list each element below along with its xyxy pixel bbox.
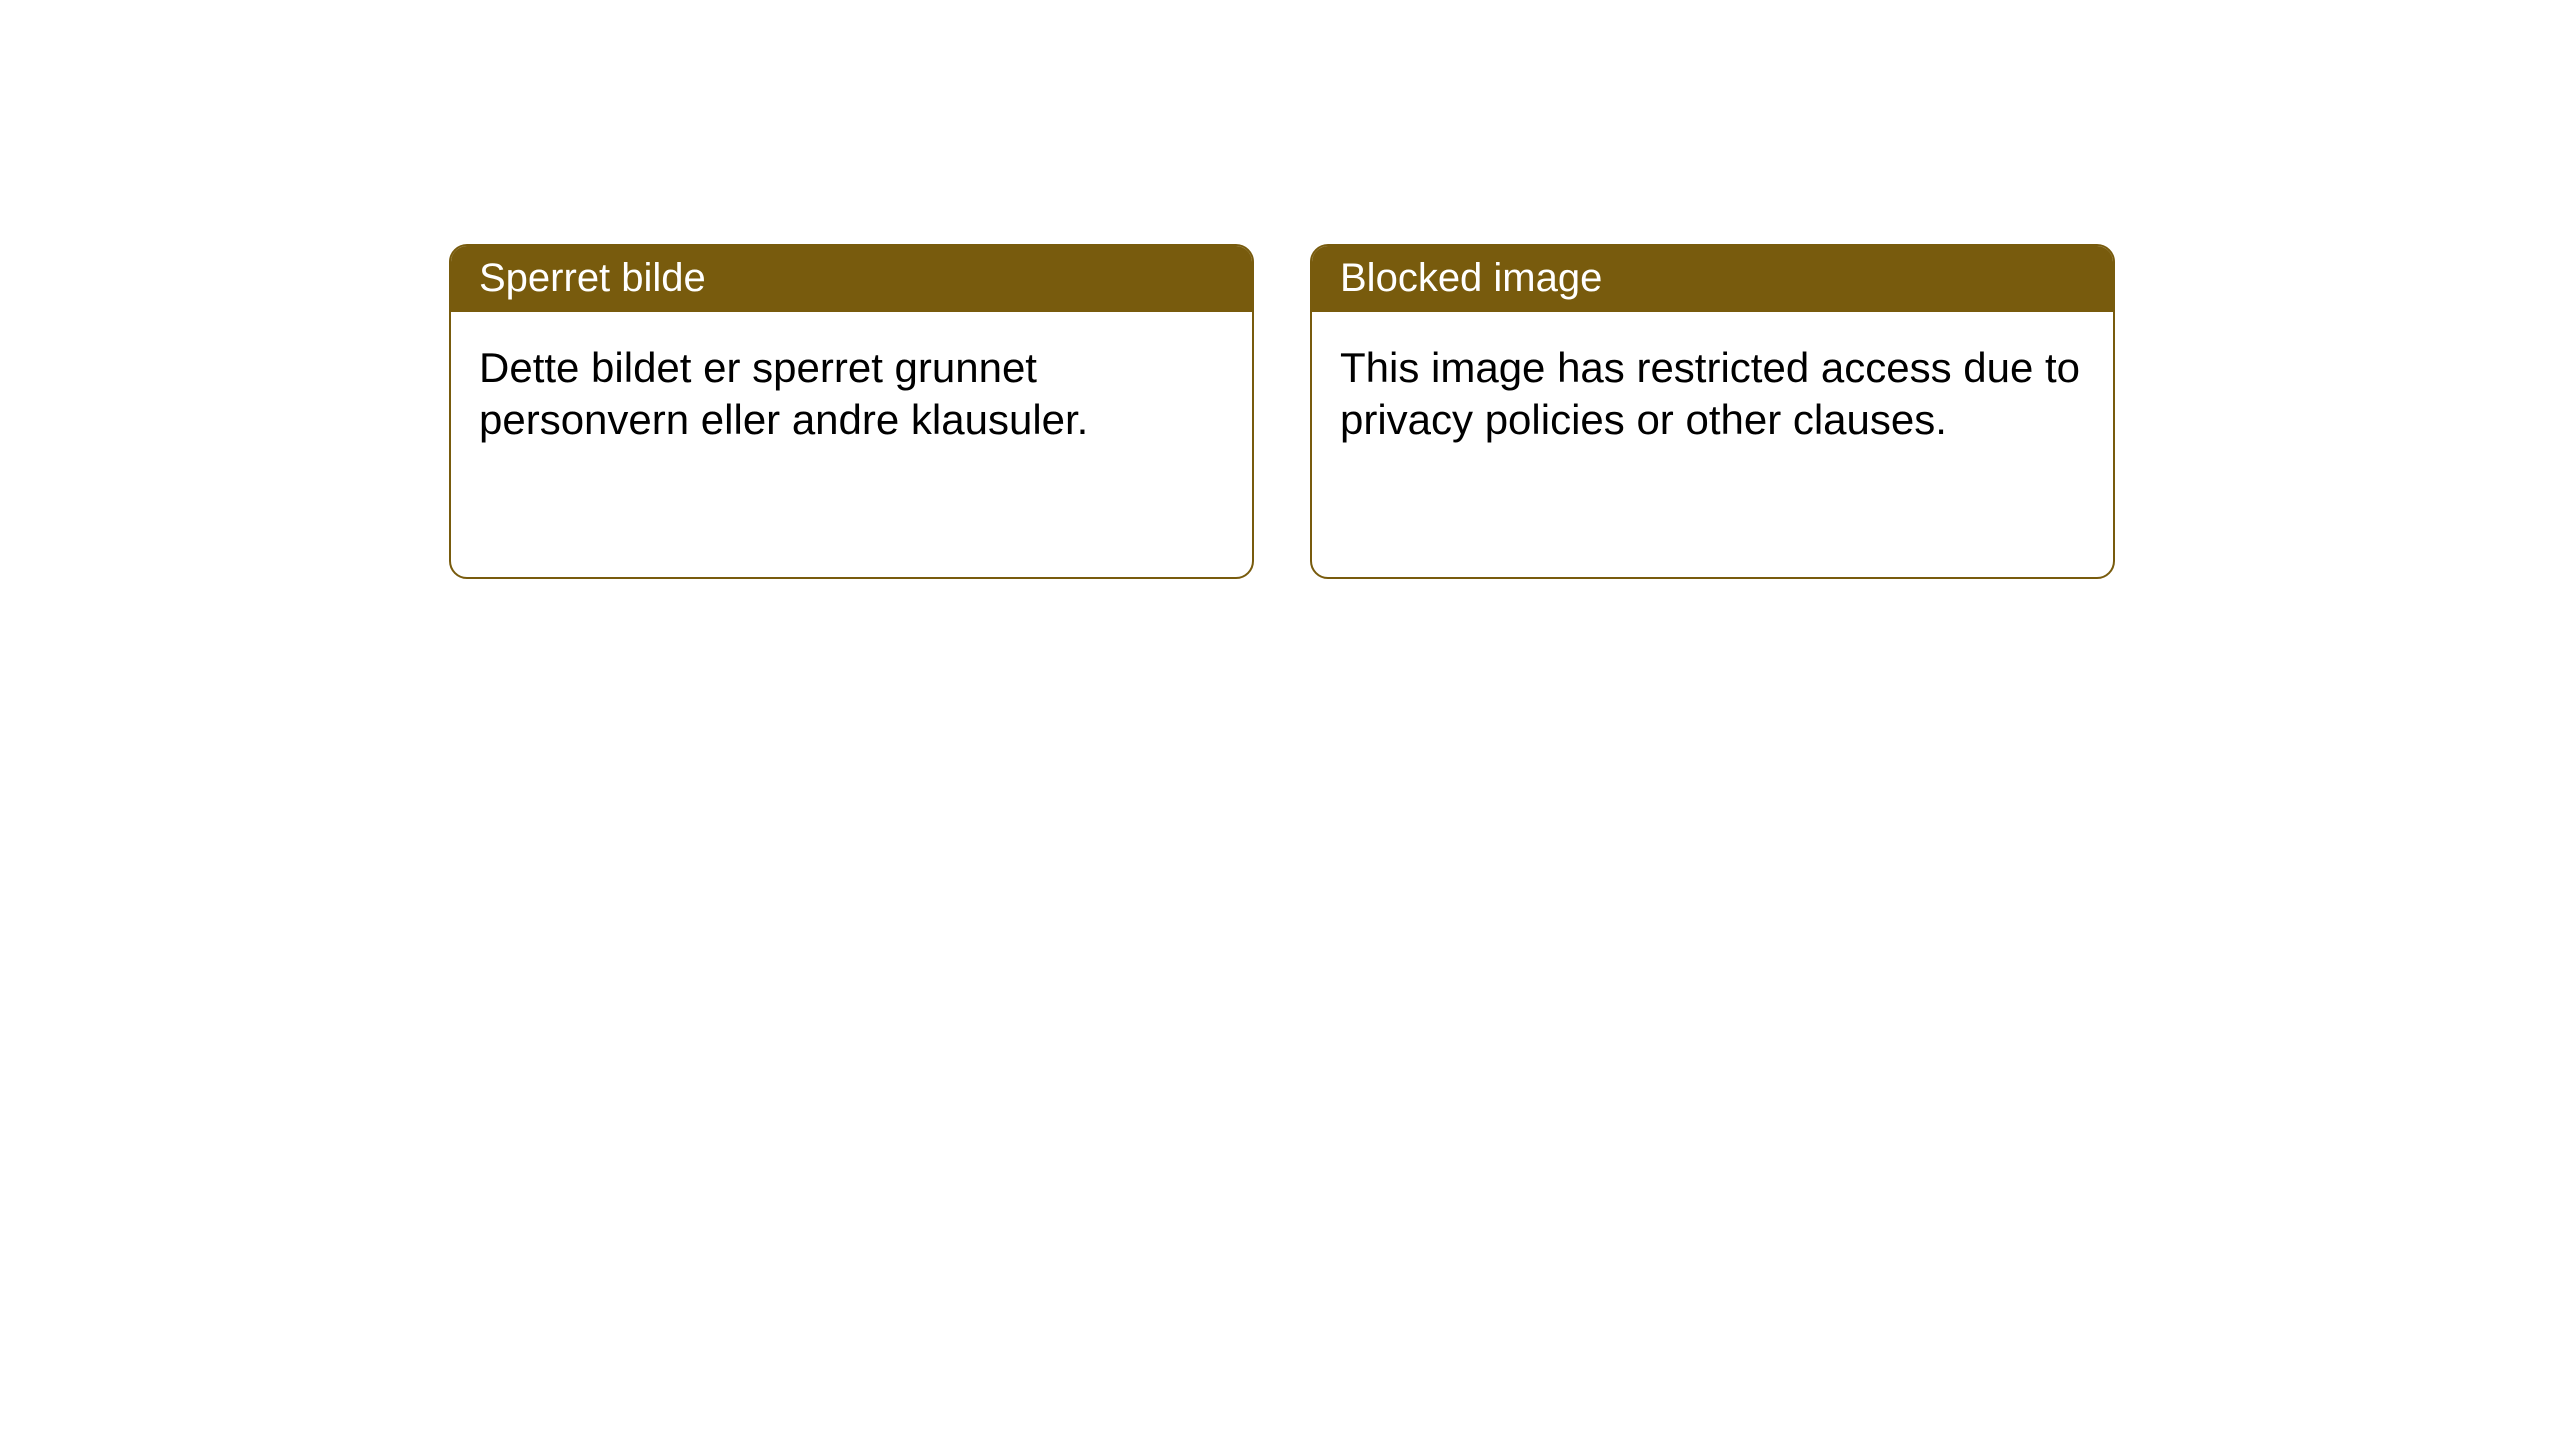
- card-header: Blocked image: [1312, 246, 2113, 312]
- card-title: Blocked image: [1340, 256, 1602, 300]
- blocked-image-card-english: Blocked image This image has restricted …: [1310, 244, 2115, 579]
- card-body-text: This image has restricted access due to …: [1340, 344, 2080, 443]
- card-header: Sperret bilde: [451, 246, 1252, 312]
- card-body: Dette bildet er sperret grunnet personve…: [451, 312, 1252, 476]
- notice-cards-container: Sperret bilde Dette bildet er sperret gr…: [449, 244, 2115, 579]
- card-title: Sperret bilde: [479, 256, 706, 300]
- card-body: This image has restricted access due to …: [1312, 312, 2113, 476]
- card-body-text: Dette bildet er sperret grunnet personve…: [479, 344, 1088, 443]
- blocked-image-card-norwegian: Sperret bilde Dette bildet er sperret gr…: [449, 244, 1254, 579]
